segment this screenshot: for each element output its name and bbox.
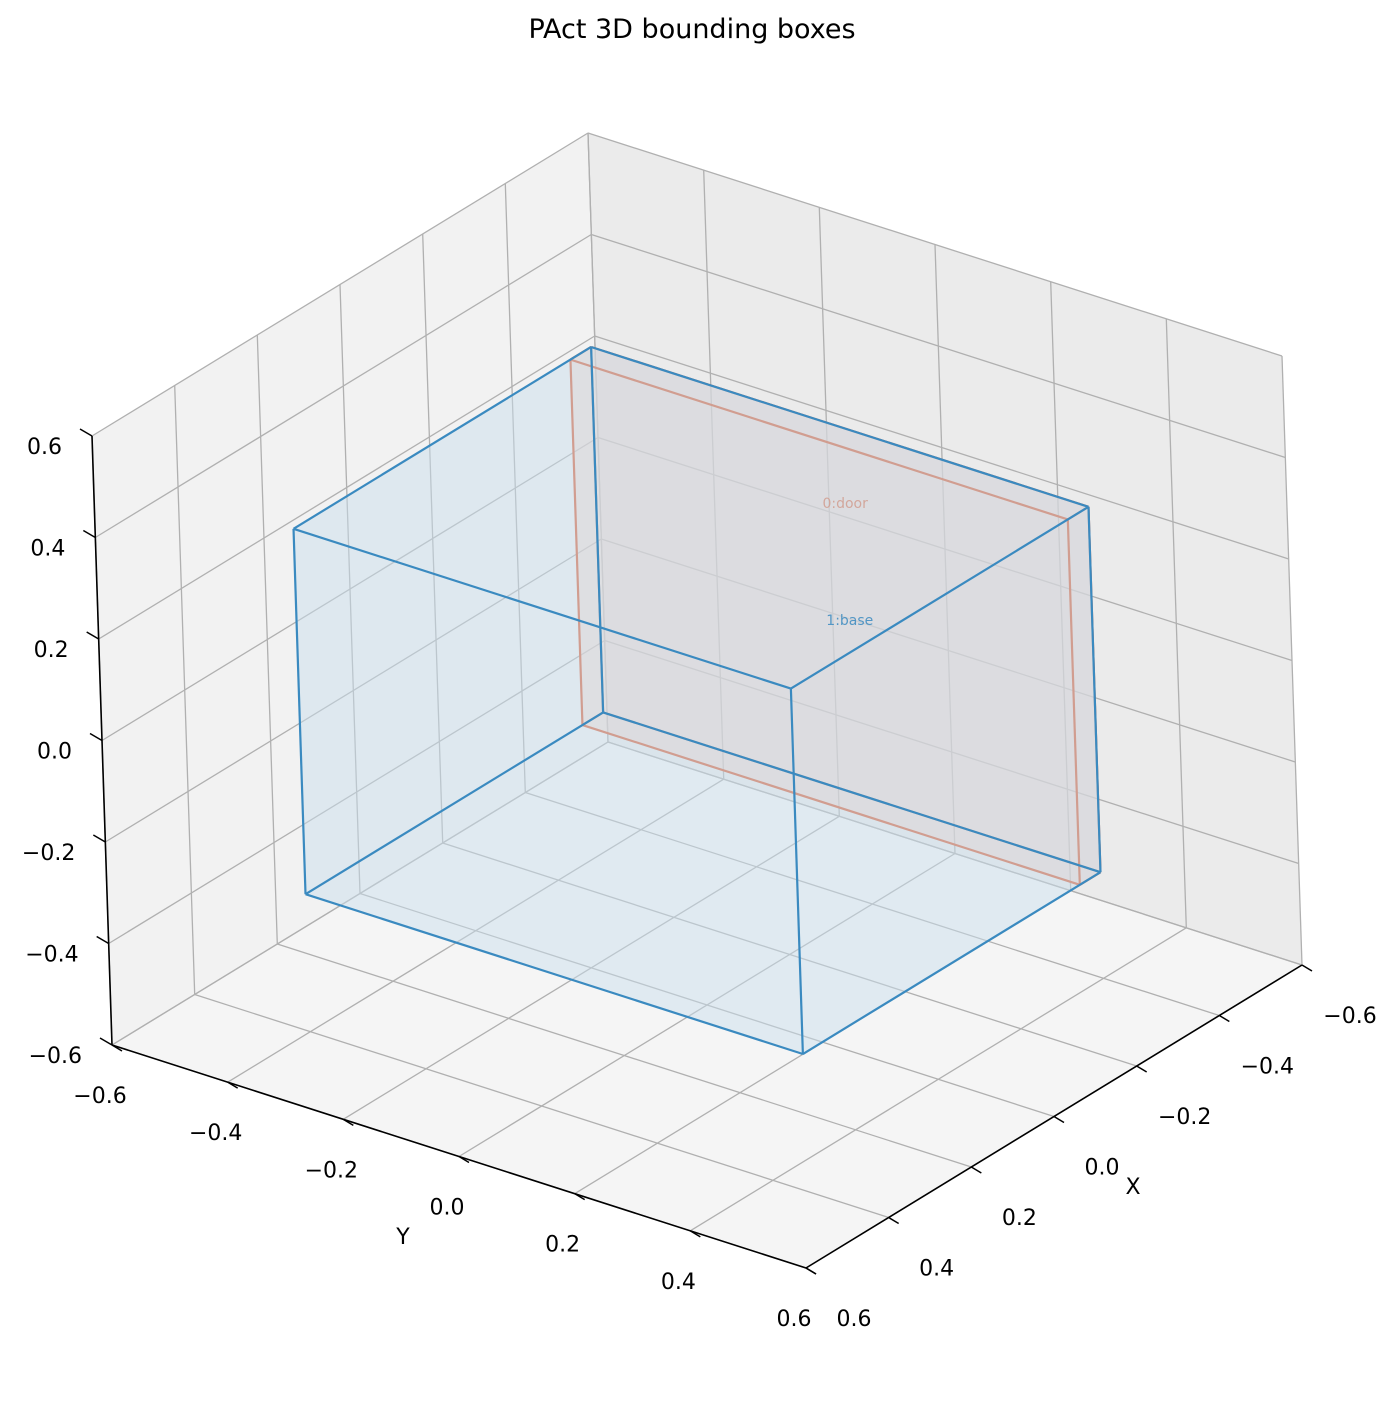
box-1-edge-5 xyxy=(789,688,804,1055)
box-1-edge-10 xyxy=(790,505,1090,690)
box-1-face-4 xyxy=(305,712,1101,1054)
x-axis-label: X xyxy=(1125,1175,1140,1200)
z-tick-label-0: −0.6 xyxy=(29,1044,82,1069)
box-1-face-1 xyxy=(293,528,803,1054)
box-0-face-3 xyxy=(1067,506,1101,885)
z-tick-2 xyxy=(92,834,106,843)
box-0-face-1 xyxy=(570,359,1080,885)
box-0-face-2 xyxy=(570,347,604,725)
y-tick-label-4: 0.2 xyxy=(545,1233,580,1258)
box-1-label: 1:base xyxy=(826,613,873,629)
x-tick-label-3: 0.0 xyxy=(1085,1156,1120,1181)
x-tick-label-6: 0.6 xyxy=(837,1307,872,1332)
x-tick-label-0: −0.6 xyxy=(1323,1004,1376,1029)
y-tick-0 xyxy=(111,1044,123,1052)
box-0-edge-6 xyxy=(570,358,1069,521)
y-tick-label-3: 0.0 xyxy=(430,1196,465,1221)
y-tick-2 xyxy=(342,1118,354,1126)
y-axis-label: Y xyxy=(395,1225,410,1250)
x-tick-2 xyxy=(1136,1065,1148,1073)
z-tick-label-1: −0.4 xyxy=(25,943,78,968)
x-tick-3 xyxy=(1053,1115,1065,1124)
box-1-edge-11 xyxy=(292,346,592,530)
box-1-face-3 xyxy=(790,506,1101,1054)
grid-xwall-y-6 xyxy=(1281,355,1303,966)
y-tick-4 xyxy=(574,1193,586,1201)
grid-xwall-z-5 xyxy=(591,233,1286,459)
box-0-edge-7 xyxy=(569,359,584,726)
x-tick-label-2: −0.2 xyxy=(1158,1105,1211,1130)
x-tick-5 xyxy=(888,1216,900,1225)
box-1-face-2 xyxy=(293,347,604,895)
box-0-face-0 xyxy=(591,347,1101,873)
box-0: 0:door xyxy=(569,345,1102,886)
box-1-edge-3 xyxy=(590,346,605,713)
x-tick-4 xyxy=(970,1166,982,1174)
z-tick-label-6: 0.6 xyxy=(27,435,62,460)
y-tick-label-1: −0.4 xyxy=(189,1121,242,1146)
x-tick-6 xyxy=(805,1267,817,1275)
z-tick-3 xyxy=(89,732,103,742)
y-tick-label-0: −0.6 xyxy=(73,1084,126,1109)
box-0-face-5 xyxy=(570,347,1089,520)
box-1-edge-1 xyxy=(1087,506,1102,873)
y-tick-5 xyxy=(689,1230,701,1238)
x-tick-label-4: 0.2 xyxy=(1002,1206,1037,1231)
z-tick-label-5: 0.4 xyxy=(30,537,65,562)
box-0-edge-4 xyxy=(582,723,1081,886)
grid-floor-y-5 xyxy=(689,927,1187,1232)
box-1-face-0 xyxy=(591,347,1101,873)
box-1-face-5 xyxy=(293,347,1089,689)
y-tick-label-5: 0.4 xyxy=(661,1270,696,1295)
y-tick-3 xyxy=(458,1155,470,1164)
grid-ywall-z-5 xyxy=(94,233,592,539)
box-1-edge-2 xyxy=(590,345,1089,508)
y-tick-1 xyxy=(227,1081,239,1089)
box-1: 1:base xyxy=(292,345,1102,1056)
box-1-edge-4 xyxy=(305,893,804,1056)
z-tick-0 xyxy=(99,1037,113,1046)
box-0-edge-5 xyxy=(1066,519,1081,885)
tick-labels: −0.6 −0.6 −0.6 −0.4 −0.4 −0.4 −0.2 −0.2 −0.2 0.0 0… xyxy=(22,435,1377,1332)
x-tick-label-1: −0.4 xyxy=(1241,1055,1294,1080)
z-tick-1 xyxy=(96,935,110,945)
box-1-edge-9 xyxy=(802,871,1102,1055)
box-1-edge-7 xyxy=(292,528,307,895)
y-tick-label-2: −0.2 xyxy=(305,1158,358,1183)
x-tick-label-5: 0.4 xyxy=(919,1257,954,1282)
chart-title: PAct 3D bounding boxes xyxy=(528,14,856,45)
z-tick-4 xyxy=(86,631,100,640)
x-tick-0 xyxy=(1301,964,1313,972)
axis-lines xyxy=(79,428,1313,1275)
bounding-boxes: 0:door 1:base xyxy=(292,345,1102,1056)
box-0-face-4 xyxy=(582,712,1101,885)
box-1-edge-0 xyxy=(602,711,1101,874)
grid-ywall-z-6 xyxy=(91,132,589,437)
y-tick-label-6: 0.6 xyxy=(777,1307,812,1332)
grid-xwall-z-6 xyxy=(587,132,1283,357)
z-tick-label-2: −0.2 xyxy=(22,841,75,866)
z-tick-5 xyxy=(82,529,96,539)
z-tick-6 xyxy=(79,428,93,437)
z-tick-label-3: 0.0 xyxy=(37,740,72,765)
box-1-edge-6 xyxy=(293,527,792,690)
box-1-edge-8 xyxy=(304,711,604,896)
z-tick-label-4: 0.2 xyxy=(34,638,69,663)
x-tick-1 xyxy=(1218,1014,1230,1023)
box-0-label: 0:door xyxy=(822,496,868,512)
